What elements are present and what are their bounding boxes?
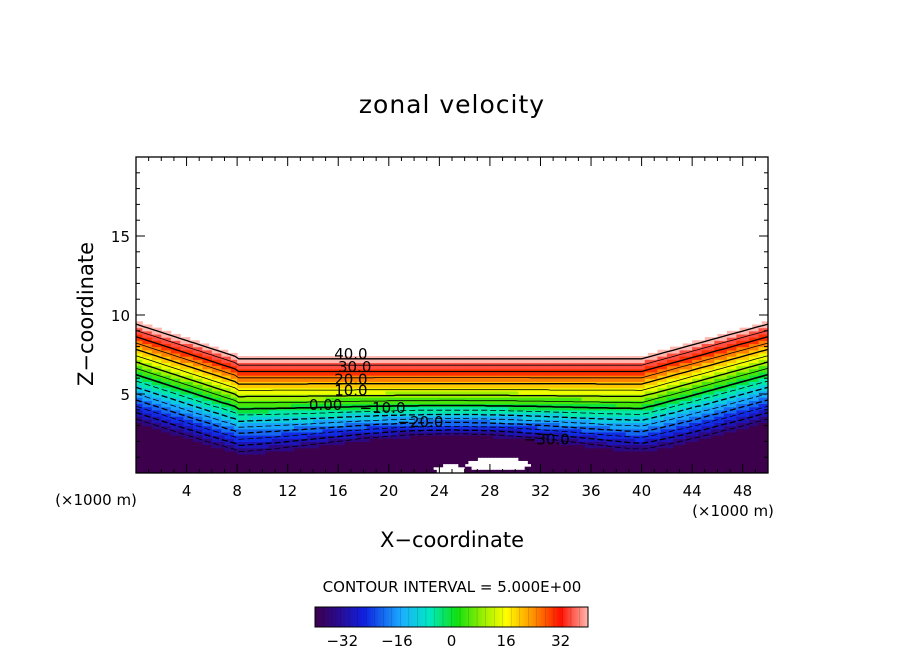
contour-line <box>136 361 768 398</box>
x-tick-label: 44 <box>683 482 702 500</box>
velocity-field <box>136 321 768 473</box>
contour-line <box>136 355 768 391</box>
contour-line <box>136 342 768 379</box>
y-tick-labels: 5 10 15 <box>111 228 130 404</box>
contour-line <box>136 418 768 453</box>
x-unit-label-left: (×1000 m) <box>55 491 137 509</box>
x-tick-label: 16 <box>329 482 348 500</box>
colorbar-tick-label: 16 <box>497 632 516 650</box>
contour-label: 0.00 <box>309 396 342 414</box>
colorbar-tick-label: −16 <box>381 632 413 650</box>
y-tick-label: 5 <box>120 386 130 404</box>
axis-ticks <box>136 157 768 473</box>
x-tick-label: 20 <box>379 482 398 500</box>
y-tick-label: 10 <box>111 307 130 325</box>
contour-label: 10.0 <box>334 382 367 400</box>
x-tick-label: 36 <box>581 482 600 500</box>
x-tick-label: 4 <box>182 482 192 500</box>
contour-label: −20.0 <box>397 413 443 431</box>
x-tick-label: 24 <box>430 482 449 500</box>
contour-line <box>136 399 768 434</box>
contour-line <box>136 380 768 416</box>
colorbar-tick-label: 32 <box>551 632 570 650</box>
contour-label: −10.0 <box>360 399 406 417</box>
contour-line <box>136 386 768 422</box>
contour-line <box>136 393 768 428</box>
contour-label: 40.0 <box>334 345 367 363</box>
contour-label: 30.0 <box>338 358 371 376</box>
contour-line <box>136 405 768 440</box>
colorbar-tick-label: −32 <box>326 632 358 650</box>
contour-labels: 40.030.020.010.00.00 −10.0−20.0 −30.0 <box>309 345 570 448</box>
colorbar-tick-labels: −32 −16 0 16 32 <box>326 632 570 650</box>
colorbar-divisions <box>314 607 589 627</box>
contour-line <box>136 373 768 410</box>
x-tick-label: 8 <box>232 482 242 500</box>
contour-line <box>136 330 768 366</box>
contour-line <box>136 348 768 385</box>
contour-line <box>136 411 768 447</box>
contour-label: −30.0 <box>524 431 570 449</box>
y-tick-label: 15 <box>111 228 130 246</box>
x-axis-label: X−coordinate <box>380 528 524 552</box>
x-tick-label: 48 <box>733 482 752 500</box>
contour-line <box>136 323 768 360</box>
contour-label: 20.0 <box>334 371 367 389</box>
contour-interval-label: CONTOUR INTERVAL = 5.000E+00 <box>323 578 582 596</box>
contour-lines <box>136 323 768 453</box>
contour-line <box>136 336 768 373</box>
y-axis-label: Z−coordinate <box>74 242 98 386</box>
x-tick-label: 12 <box>278 482 297 500</box>
contour-line <box>136 367 768 404</box>
colorbar-tick-label: 0 <box>447 632 457 650</box>
x-tick-label: 40 <box>632 482 651 500</box>
x-tick-label: 32 <box>531 482 550 500</box>
x-unit-label-right: (×1000 m) <box>692 502 774 520</box>
x-tick-labels: 4 8 12 16 20 24 28 32 36 40 44 48 <box>182 482 752 500</box>
chart-title: zonal velocity <box>359 90 545 119</box>
x-tick-label: 28 <box>480 482 499 500</box>
